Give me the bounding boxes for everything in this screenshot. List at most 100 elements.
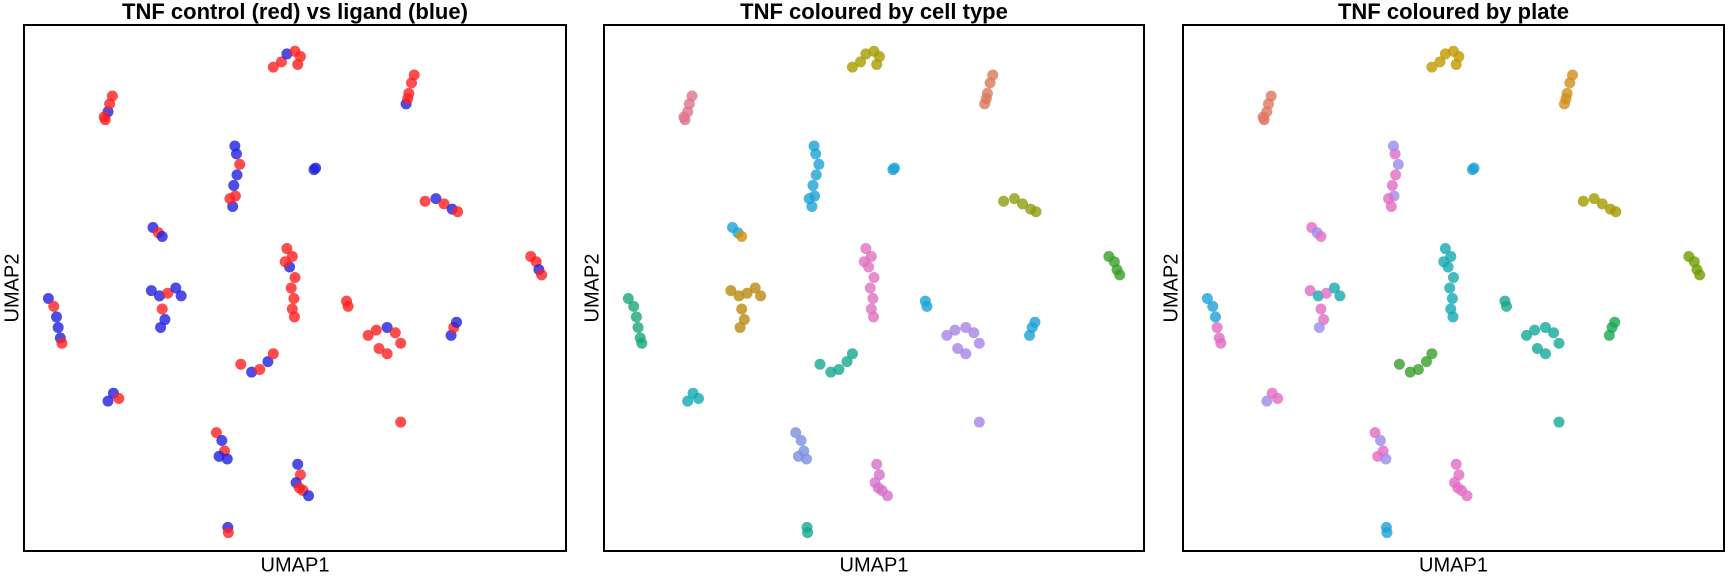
point — [841, 356, 853, 368]
point — [362, 329, 374, 341]
point — [1320, 287, 1332, 299]
point — [1369, 427, 1381, 439]
point — [998, 195, 1010, 207]
point — [1548, 327, 1560, 339]
point — [52, 321, 64, 333]
point — [98, 111, 110, 123]
point — [42, 293, 54, 305]
point — [113, 392, 125, 404]
point — [846, 348, 858, 360]
point — [1412, 364, 1424, 376]
point — [628, 300, 640, 312]
point — [1261, 395, 1273, 407]
point — [741, 287, 753, 299]
point — [170, 282, 182, 294]
point — [395, 416, 407, 428]
point — [678, 111, 690, 123]
point — [395, 337, 407, 349]
point — [156, 230, 168, 242]
point — [814, 358, 826, 370]
point — [1596, 198, 1608, 210]
point — [419, 195, 431, 207]
plot-frame — [1182, 24, 1725, 552]
point — [813, 158, 825, 170]
point — [1461, 490, 1473, 502]
point — [1215, 337, 1227, 349]
point — [1521, 329, 1533, 341]
point — [693, 392, 704, 404]
point — [682, 395, 694, 407]
point — [1390, 169, 1402, 181]
point — [632, 321, 644, 333]
point — [56, 337, 68, 349]
point — [293, 482, 305, 494]
point — [430, 193, 442, 205]
point — [1447, 311, 1459, 323]
point — [801, 453, 812, 465]
point — [281, 243, 293, 255]
point — [1257, 111, 1269, 123]
point — [725, 285, 737, 297]
point — [868, 271, 880, 283]
point — [402, 93, 414, 105]
point — [408, 69, 420, 81]
point — [921, 300, 933, 312]
point — [1450, 458, 1462, 470]
point — [1304, 285, 1316, 297]
point — [960, 321, 972, 333]
point — [102, 395, 114, 407]
point — [622, 293, 634, 305]
point — [536, 269, 548, 281]
point — [755, 290, 767, 302]
x-axis-label: UMAP1 — [840, 554, 909, 576]
point — [858, 256, 870, 268]
point — [790, 427, 802, 439]
point — [373, 342, 385, 354]
plot-frame — [23, 24, 567, 552]
point — [145, 285, 157, 297]
point — [267, 61, 279, 73]
point — [960, 348, 972, 360]
point — [1381, 527, 1393, 539]
y-axis-label: UMAP2 — [581, 254, 603, 323]
point — [1567, 69, 1579, 81]
point — [1201, 293, 1213, 305]
point — [1560, 93, 1572, 105]
point — [303, 490, 315, 502]
point — [292, 458, 304, 470]
point — [802, 527, 814, 539]
point — [275, 56, 287, 68]
point — [155, 321, 167, 333]
point — [808, 140, 820, 152]
point — [1374, 435, 1386, 447]
point — [867, 293, 879, 305]
point — [1207, 300, 1219, 312]
point — [51, 311, 63, 323]
point — [736, 303, 748, 315]
point — [48, 300, 60, 312]
point — [292, 58, 304, 70]
point — [1529, 324, 1541, 336]
point — [267, 348, 279, 360]
point — [231, 169, 243, 181]
point — [1029, 316, 1041, 328]
point — [1211, 321, 1223, 333]
point — [864, 282, 876, 294]
point — [1694, 269, 1706, 281]
point — [636, 337, 648, 349]
point — [1334, 290, 1346, 302]
point — [867, 311, 879, 323]
point — [1209, 311, 1221, 323]
point — [860, 243, 872, 255]
x-axis-label: UMAP1 — [261, 554, 330, 576]
point — [1380, 453, 1392, 465]
point — [438, 198, 450, 210]
point — [686, 90, 698, 102]
point — [1386, 179, 1398, 191]
point — [1444, 282, 1456, 294]
point — [1588, 193, 1600, 205]
point — [810, 169, 822, 181]
point — [1272, 392, 1284, 404]
point — [210, 427, 222, 439]
point — [1501, 300, 1513, 312]
